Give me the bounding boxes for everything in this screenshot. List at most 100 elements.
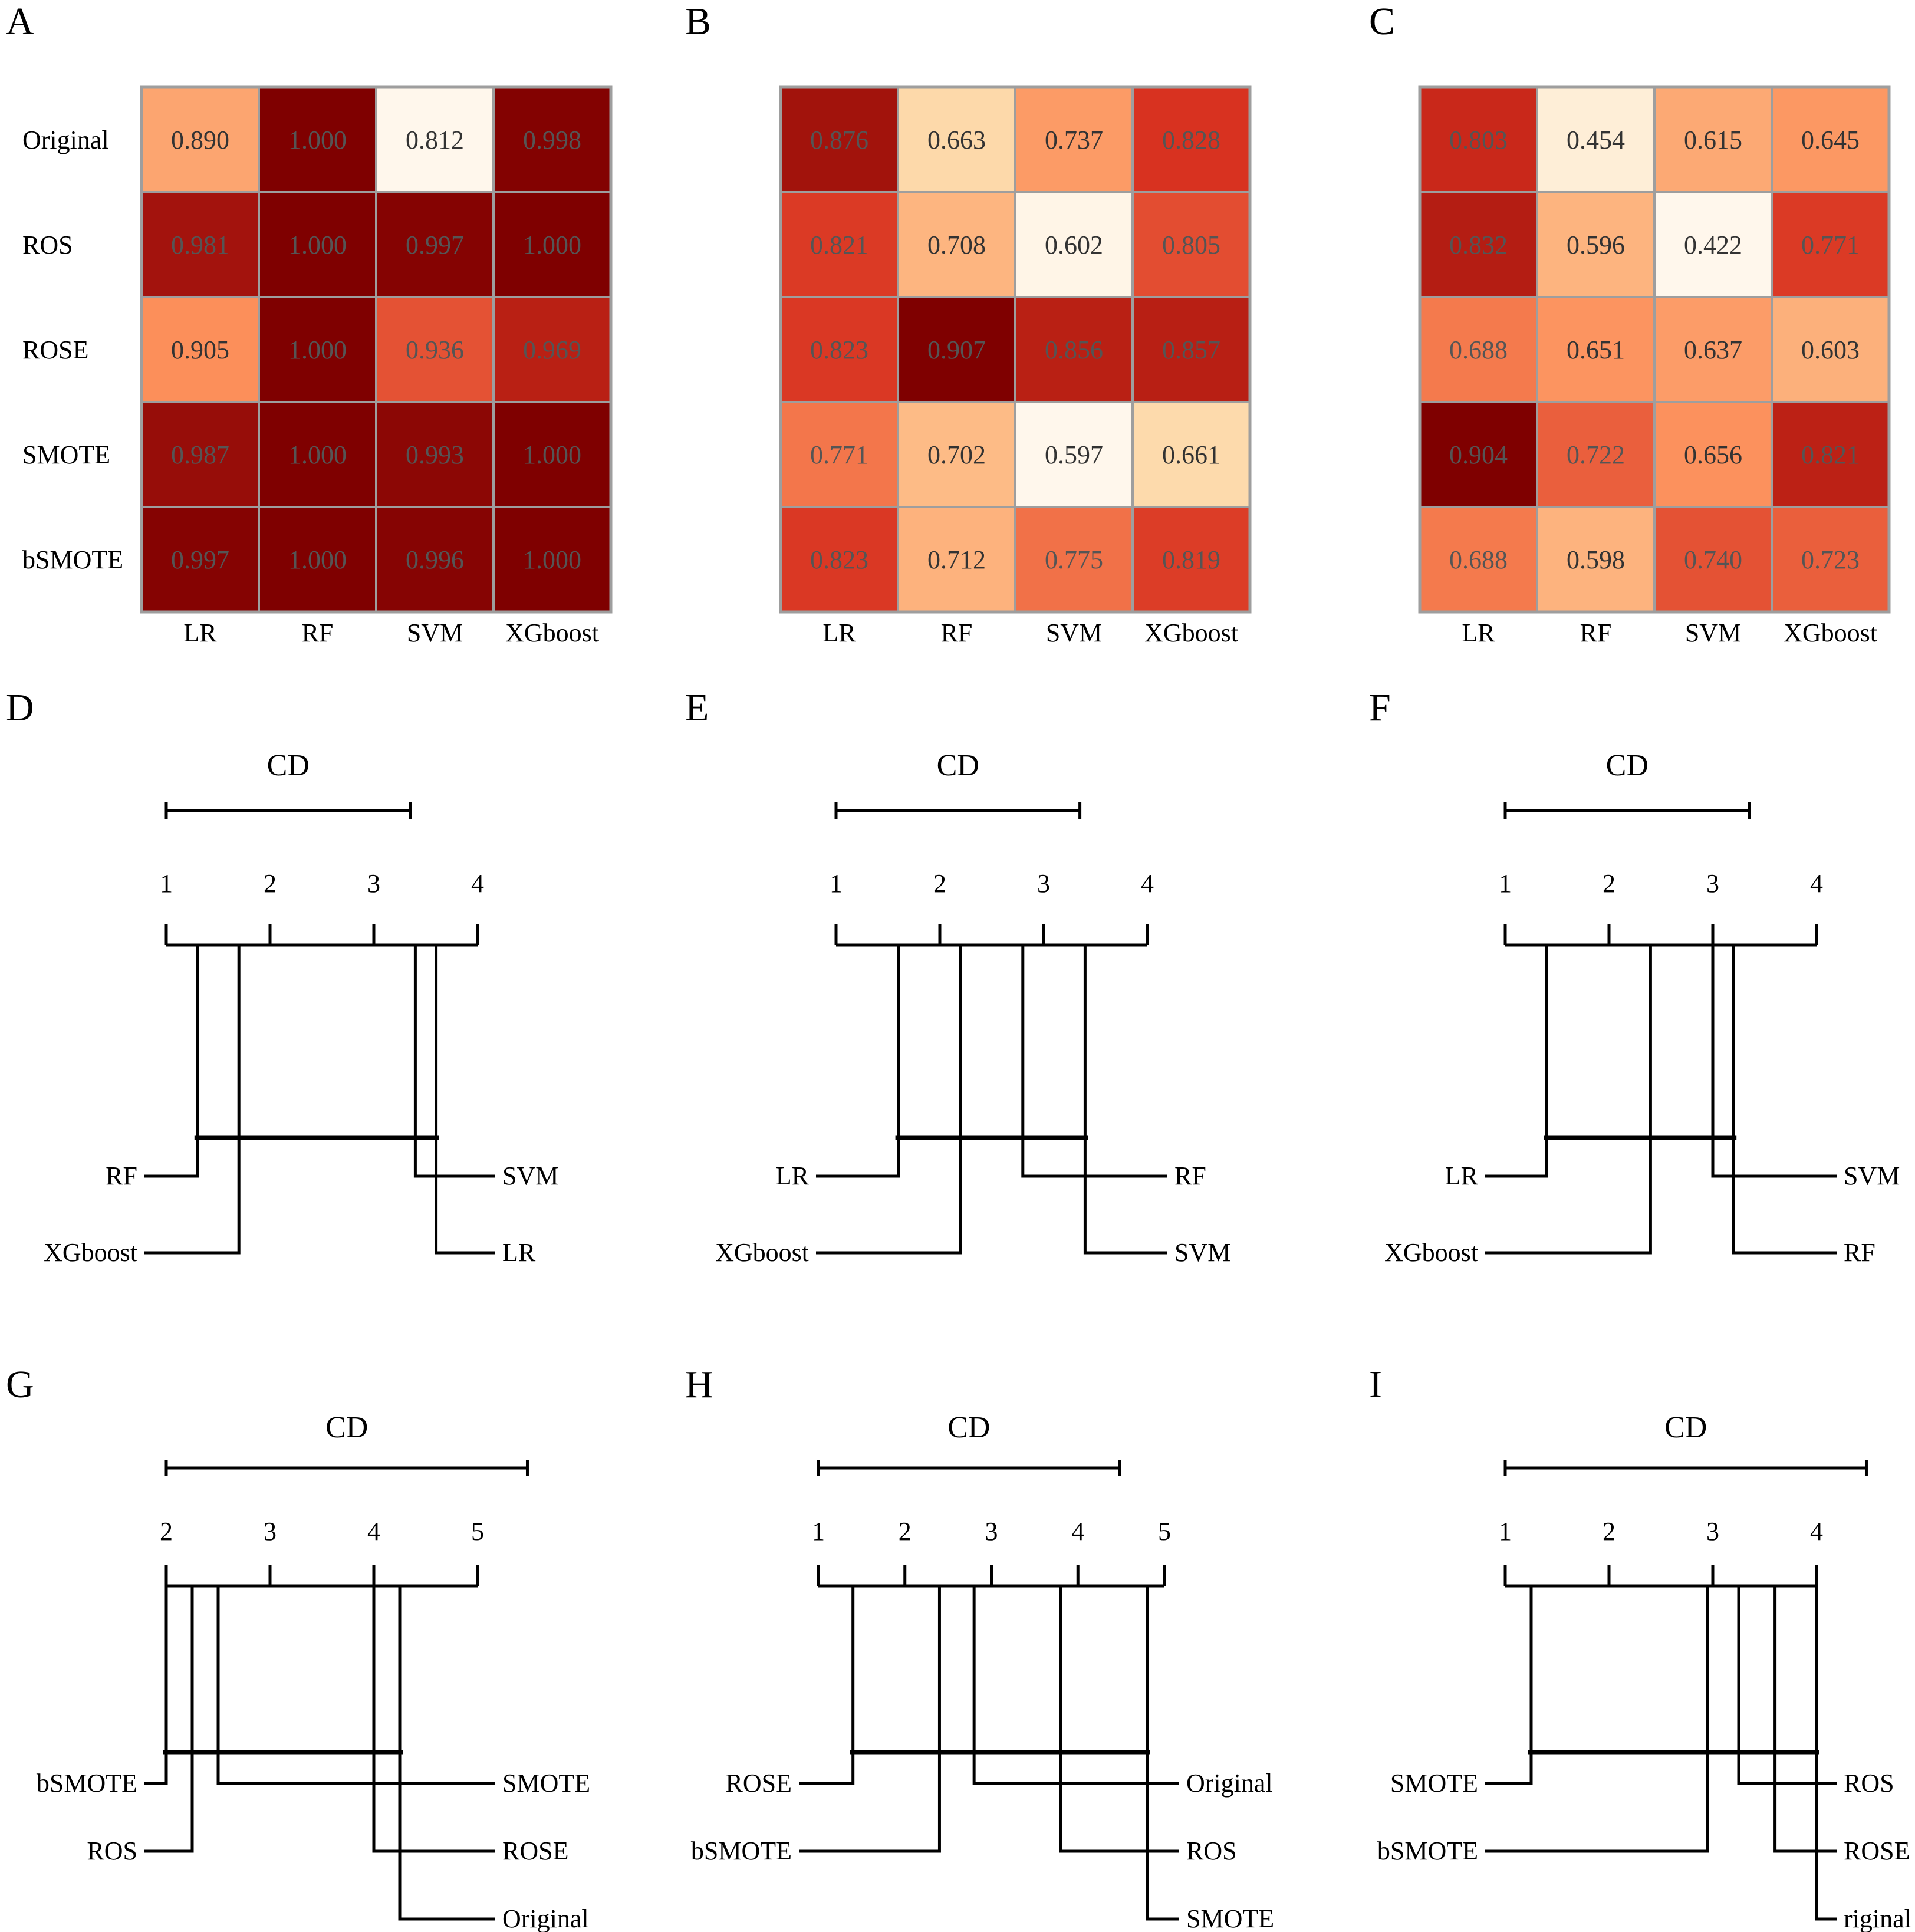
heatmap-cell-value: 0.857 xyxy=(1162,335,1220,364)
cd-diagram-panel-f: CD 1 2 3 4 LR XGboost SVM RF xyxy=(1384,749,1900,1267)
heatmap-cell-value: 0.905 xyxy=(171,335,229,364)
heatmap-cell-value: 0.688 xyxy=(1449,335,1508,364)
method-label: SVM xyxy=(502,1161,558,1190)
method-line xyxy=(413,945,495,1178)
method-label: ROSE xyxy=(726,1769,792,1798)
heatmap-cell-value: 0.702 xyxy=(927,440,986,469)
method-line xyxy=(435,945,495,1255)
method-line xyxy=(1485,1586,1533,1785)
heatmap-cell-value: 0.708 xyxy=(927,231,986,259)
cd-diagram-panel-e: CD 1 2 3 4 LR XGboost RF SVM xyxy=(715,749,1230,1267)
method-label: SMOTE xyxy=(502,1769,590,1798)
axis-tick-label: 4 xyxy=(1141,869,1154,898)
panel-letter-i: I xyxy=(1369,1363,1382,1406)
heatmap-cell xyxy=(1536,401,1656,508)
axis-tick-label: 1 xyxy=(1499,869,1512,898)
method-label: Original xyxy=(502,1904,589,1932)
method-label: ROSE xyxy=(502,1836,568,1865)
heatmap-cell-value: 0.819 xyxy=(1162,545,1220,574)
cd-diagram-panel-i: CD 1 2 3 4 SMOTE bSMOTE ROS ROSE riginal xyxy=(1377,1411,1911,1932)
heatmap-row-label: Original xyxy=(22,126,109,154)
method-label: LR xyxy=(502,1238,536,1267)
heatmap-cell-value: 0.981 xyxy=(171,231,229,259)
heatmap-cell-value: 0.737 xyxy=(1045,126,1103,154)
cd-label: CD xyxy=(937,749,979,782)
method-label: SVM xyxy=(1174,1238,1230,1267)
method-line xyxy=(816,945,900,1178)
heatmap-cell-value: 0.996 xyxy=(406,545,464,574)
heatmap-cell-value: 0.651 xyxy=(1567,335,1625,364)
heatmap-column-label: RF xyxy=(1580,618,1612,647)
heatmap-cell xyxy=(1014,296,1134,403)
axis-tick-label: 2 xyxy=(160,1517,173,1546)
method-line xyxy=(1485,945,1652,1255)
heatmap-cell xyxy=(1653,506,1773,613)
method-line xyxy=(144,1586,194,1853)
axis-tick-label: 2 xyxy=(264,869,277,898)
axis-tick-label: 4 xyxy=(1810,869,1823,898)
heatmap-cell xyxy=(258,506,377,613)
panel-letter-h: H xyxy=(685,1363,713,1406)
heatmap-cell-value: 0.656 xyxy=(1684,440,1742,469)
cd-label: CD xyxy=(1606,749,1649,782)
heatmap-border xyxy=(779,85,1252,614)
axis-tick-label: 3 xyxy=(1706,869,1719,898)
axis-tick-label: 5 xyxy=(1158,1517,1171,1546)
method-line xyxy=(816,945,962,1255)
method-label: XGboost xyxy=(1384,1238,1478,1267)
heatmap-cell xyxy=(1653,86,1773,193)
method-line xyxy=(799,1586,855,1785)
heatmap-cell xyxy=(1771,191,1890,298)
heatmap-panel-b: 0.876 0.663 0.737 0.828 0.821 0.708 0.602 0.805… xyxy=(779,85,1252,647)
heatmap-cell-value: 0.993 xyxy=(406,440,464,469)
method-line xyxy=(372,1586,495,1853)
heatmap-cell xyxy=(1771,86,1890,193)
cd-diagram-panel-h: CD 1 2 3 4 5 ROSE bSMOTE Original ROS SMOTE xyxy=(691,1411,1274,1932)
heatmap-cell-value: 1.000 xyxy=(288,126,347,154)
method-label: riginal xyxy=(1844,1904,1911,1932)
heatmap-cell-value: 0.771 xyxy=(810,440,868,469)
heatmap-column-label: XGboost xyxy=(505,618,599,647)
method-line xyxy=(144,945,241,1255)
method-label: bSMOTE xyxy=(1377,1836,1478,1865)
axis-tick-label: 4 xyxy=(1071,1517,1084,1546)
heatmap-column-label: RF xyxy=(941,618,973,647)
heatmap-cell xyxy=(1131,506,1251,613)
heatmap-cell-value: 0.454 xyxy=(1567,126,1625,154)
heatmap-cell-value: 0.904 xyxy=(1449,440,1508,469)
method-label: XGboost xyxy=(44,1238,137,1267)
axis-tick-label: 2 xyxy=(1603,1517,1615,1546)
axis-tick-label: 1 xyxy=(1499,1517,1512,1546)
heatmap-cell-value: 0.661 xyxy=(1162,440,1220,469)
method-label: RF xyxy=(1174,1161,1206,1190)
heatmap-cell xyxy=(897,86,1016,193)
heatmap-cell xyxy=(1536,191,1656,298)
axis-tick-label: 1 xyxy=(160,869,173,898)
heatmap-row-label: SMOTE xyxy=(22,440,110,469)
heatmap-cell-value: 0.998 xyxy=(523,126,581,154)
heatmap-cell-value: 0.637 xyxy=(1684,335,1742,364)
cd-diagram-panel-g: CD 2 3 4 5 bSMOTE ROS SMOTE ROSE Original xyxy=(37,1411,590,1932)
heatmap-cell xyxy=(897,191,1016,298)
heatmap-cell-value: 0.663 xyxy=(927,126,986,154)
heatmap-column-label: SVM xyxy=(1046,618,1102,647)
method-label: bSMOTE xyxy=(691,1836,792,1865)
heatmap-cell-value: 0.688 xyxy=(1449,545,1508,574)
heatmap-cell-value: 0.712 xyxy=(927,545,986,574)
heatmap-cell xyxy=(258,296,377,403)
heatmap-cell xyxy=(1419,401,1538,508)
cd-label: CD xyxy=(325,1411,368,1444)
heatmap-cell-value: 1.000 xyxy=(523,440,581,469)
panel-letter-e: E xyxy=(685,686,709,729)
heatmap-cell-value: 0.856 xyxy=(1045,335,1103,364)
axis-tick-label: 3 xyxy=(1037,869,1050,898)
heatmap-cell-value: 1.000 xyxy=(523,231,581,259)
heatmap-cell-value: 0.997 xyxy=(406,231,464,259)
heatmap-cell-value: 0.771 xyxy=(1801,231,1860,259)
heatmap-cell xyxy=(1536,296,1656,403)
method-line xyxy=(144,945,199,1178)
heatmap-cell xyxy=(779,296,899,403)
axis-tick-label: 2 xyxy=(1603,869,1615,898)
heatmap-cell-value: 1.000 xyxy=(288,231,347,259)
